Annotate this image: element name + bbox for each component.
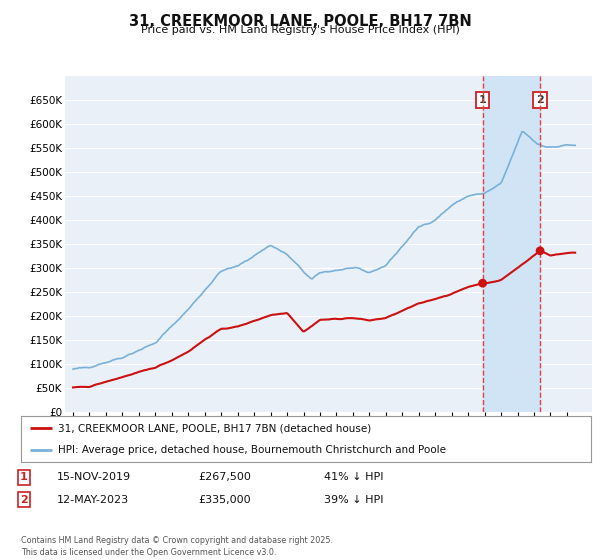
- Bar: [482, 76, 540, 412]
- Text: HPI: Average price, detached house, Bournemouth Christchurch and Poole: HPI: Average price, detached house, Bour…: [58, 445, 446, 455]
- Text: 15-NOV-2019: 15-NOV-2019: [57, 472, 131, 482]
- Text: £335,000: £335,000: [198, 494, 251, 505]
- Text: 31, CREEKMOOR LANE, POOLE, BH17 7BN (detached house): 31, CREEKMOOR LANE, POOLE, BH17 7BN (det…: [58, 423, 371, 433]
- Text: 1: 1: [20, 472, 28, 482]
- Text: Price paid vs. HM Land Registry's House Price Index (HPI): Price paid vs. HM Land Registry's House …: [140, 25, 460, 35]
- Point: [478, 279, 487, 288]
- Text: 41% ↓ HPI: 41% ↓ HPI: [324, 472, 383, 482]
- Text: 12-MAY-2023: 12-MAY-2023: [57, 494, 129, 505]
- Text: 1: 1: [479, 95, 487, 105]
- Text: Contains HM Land Registry data © Crown copyright and database right 2025.
This d: Contains HM Land Registry data © Crown c…: [21, 536, 333, 557]
- Text: 2: 2: [20, 494, 28, 505]
- Point: [535, 246, 545, 255]
- Text: 31, CREEKMOOR LANE, POOLE, BH17 7BN: 31, CREEKMOOR LANE, POOLE, BH17 7BN: [128, 14, 472, 29]
- Text: £267,500: £267,500: [198, 472, 251, 482]
- Text: 39% ↓ HPI: 39% ↓ HPI: [324, 494, 383, 505]
- Text: 2: 2: [536, 95, 544, 105]
